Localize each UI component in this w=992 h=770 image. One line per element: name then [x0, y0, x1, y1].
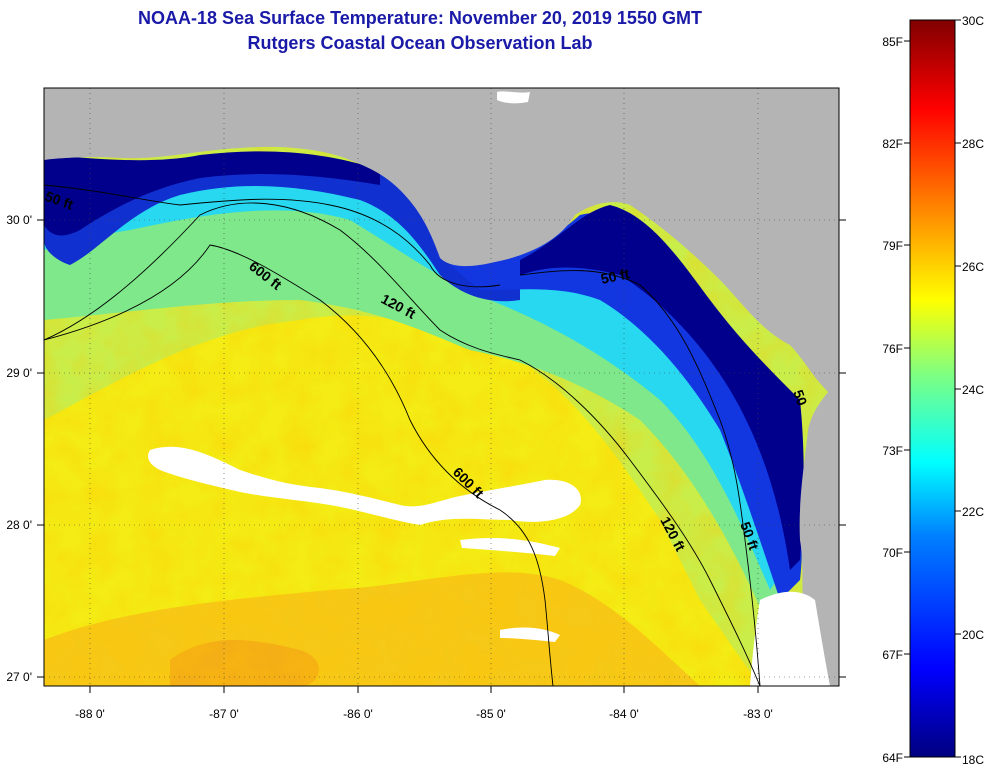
map-title: NOAA-18 Sea Surface Temperature: Novembe…	[138, 8, 702, 28]
colorbar-fahrenheit-label: 70F	[882, 546, 903, 560]
contour-120ft	[44, 202, 761, 686]
cloud-streak-1	[460, 537, 560, 556]
longitude-label: -86 0'	[343, 707, 373, 721]
longitude-label: -84 0'	[609, 707, 639, 721]
latitude-label: 30 0'	[6, 213, 32, 227]
colorbar-celsius-label: 20C	[962, 628, 984, 642]
colorbar-fahrenheit-label: 67F	[882, 648, 903, 662]
contour-600ft	[44, 244, 554, 686]
contour-label: 50 ft	[599, 265, 631, 287]
land-north	[44, 88, 839, 400]
latitude-labels: 30 0' 29 0' 28 0' 27 0'	[6, 213, 32, 684]
map-image	[44, 88, 839, 686]
latitude-label: 27 0'	[6, 670, 32, 684]
colorbar-celsius-label: 30C	[962, 14, 984, 28]
longitude-label: -83 0'	[743, 707, 773, 721]
colorbar-fahrenheit-label: 79F	[882, 239, 903, 253]
contour-50ft-bigbend	[519, 270, 761, 686]
longitude-label: -85 0'	[476, 707, 506, 721]
longitude-label: -87 0'	[209, 707, 239, 721]
longitude-labels: -88 0' -87 0' -86 0' -85 0' -84 0' -83 0…	[75, 707, 773, 721]
temperature-colorbar: 30C 28C 26C 24C 22C 20C 18C 85F 82F 79F …	[882, 14, 984, 767]
colorbar-celsius-label: 24C	[962, 383, 984, 397]
colorbar-fahrenheit-label: 82F	[882, 137, 903, 151]
longitude-label: -88 0'	[75, 707, 105, 721]
colorbar-celsius-label: 22C	[962, 505, 984, 519]
colorbar-celsius-label: 18C	[962, 753, 984, 767]
axis-ticks	[37, 219, 846, 693]
cloud-patch-1	[148, 446, 581, 525]
cold-coastal-water-bigbend-dark	[520, 205, 804, 570]
colorbar-fahrenheit-label: 73F	[882, 444, 903, 458]
cloud-streak-2	[500, 627, 560, 642]
latitude-label: 29 0'	[6, 366, 32, 380]
map-frame	[43, 87, 840, 687]
colorbar-fahrenheit-label: 76F	[882, 342, 903, 356]
cloud-patch-south-east	[750, 591, 830, 686]
latitude-label: 28 0'	[6, 518, 32, 532]
map-subtitle: Rutgers Coastal Ocean Observation Lab	[247, 33, 593, 53]
colorbar-fahrenheit-label: 64F	[882, 751, 903, 765]
contour-label: 50	[790, 388, 810, 408]
colorbar-celsius-label: 28C	[962, 137, 984, 151]
colorbar-celsius-label: 26C	[962, 260, 984, 274]
cloud-tiny-north	[497, 91, 530, 104]
green-shelf-band	[44, 190, 790, 630]
colorbar-ramp	[909, 19, 956, 758]
contour-50ft-panhandle	[44, 184, 501, 288]
cold-coastal-water-panhandle	[44, 158, 520, 302]
colorbar-fahrenheit-label: 85F	[882, 35, 903, 49]
colorbar-ticks	[904, 19, 961, 758]
cold-coastal-water-panhandle-dark	[44, 151, 380, 236]
cold-coastal-water-bigbend	[450, 213, 802, 600]
